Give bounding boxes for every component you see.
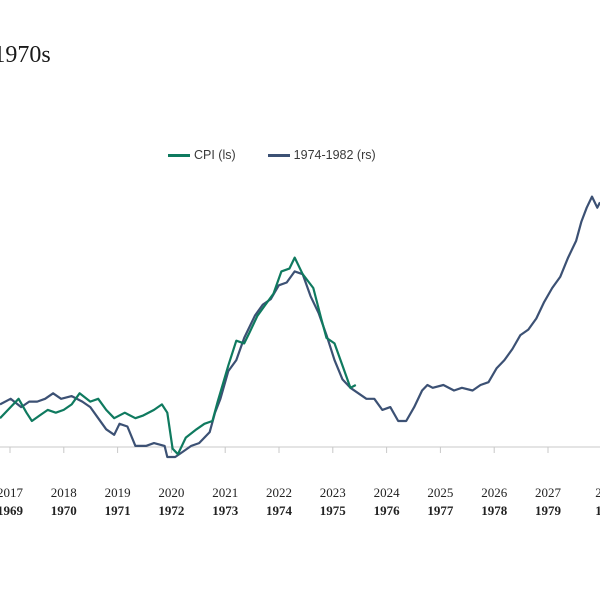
series-line-cpi: [0, 256, 357, 456]
x-tick-label-year: 2023: [320, 485, 346, 500]
x-tick-label-historical-year: 1978: [481, 503, 508, 518]
x-tick-label-year: 2026: [481, 485, 508, 500]
legend-swatch-cpi: [168, 153, 190, 157]
x-tick-label-year: 2024: [374, 485, 401, 500]
series-line-1974-1982: [0, 195, 600, 459]
x-tick-label-year: 20: [595, 485, 600, 500]
x-axis-top-labels: 2017 2018 2019 2020 2021 2022 2023 2024 2025 2026…: [0, 447, 600, 500]
x-tick-label-year: 2027: [535, 485, 562, 500]
x-tick-label-historical-year: 1969: [0, 503, 24, 518]
legend-item-cpi: CPI (ls): [168, 148, 236, 162]
x-tick-label-historical-year: 1970: [51, 503, 77, 518]
x-tick-label-year: 2021: [212, 485, 238, 500]
x-tick-label-year: 2017: [0, 485, 24, 500]
legend-swatch-hist: [267, 153, 290, 157]
x-tick-label-historical-year: 19: [595, 503, 600, 518]
x-tick-label-historical-year: 1977: [427, 503, 454, 518]
x-tick-label-year: 2022: [266, 485, 292, 500]
legend-label-hist: 1974-1982 (rs): [293, 148, 376, 162]
x-tick-label-historical-year: 1974: [266, 503, 293, 518]
legend-item-hist: 1974-1982 (rs): [267, 148, 376, 162]
chart-legend: CPI (ls) 1974-1982 (rs): [168, 148, 408, 162]
x-tick-label-historical-year: 1976: [374, 503, 401, 518]
x-tick-label-year: 2019: [105, 485, 131, 500]
x-tick-label-historical-year: 1971: [105, 503, 131, 518]
x-tick-label-year: 2025: [427, 485, 453, 500]
x-tick-label-year: 2020: [158, 485, 184, 500]
chart-title: rs 1970s: [0, 42, 51, 68]
legend-label-cpi: CPI (ls): [194, 148, 236, 162]
x-tick-label-historical-year: 1975: [320, 503, 347, 518]
x-tick-label-historical-year: 1973: [212, 503, 239, 518]
x-axis-bottom-labels: 1969 1970 1971 1972 1973 1974 1975 1976 1977 1978…: [0, 503, 600, 518]
x-tick-label-historical-year: 1979: [535, 503, 562, 518]
x-tick-label-year: 2018: [51, 485, 77, 500]
x-tick-label-historical-year: 1972: [158, 503, 184, 518]
